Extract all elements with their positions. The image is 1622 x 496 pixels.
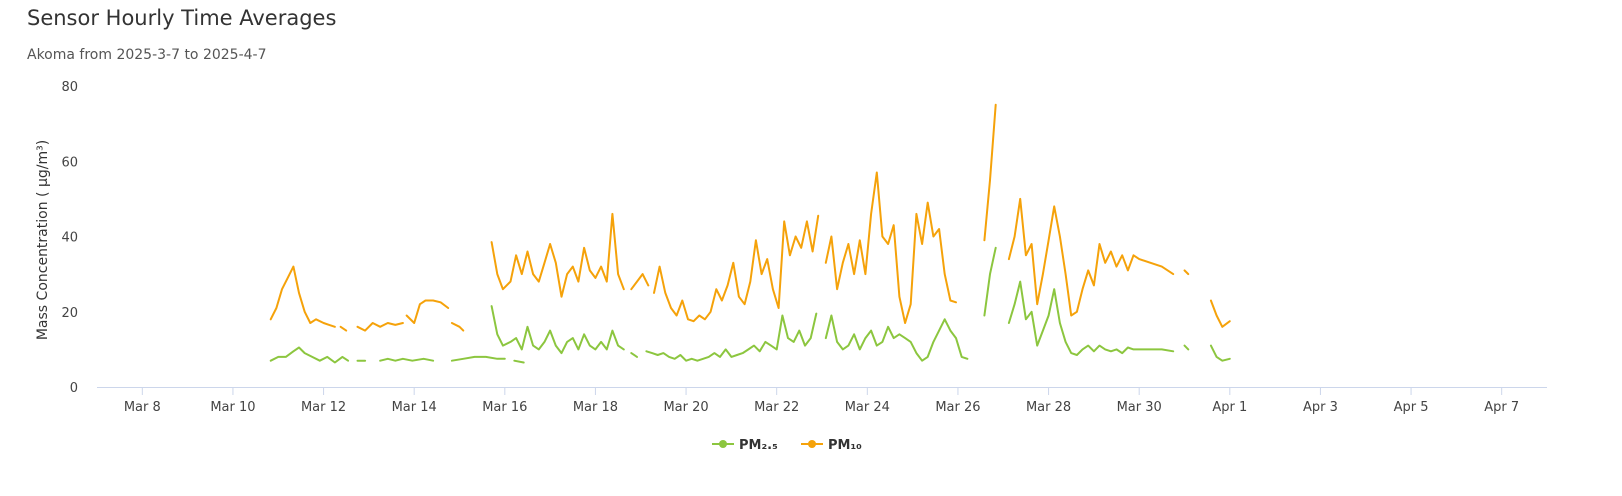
x-tick-label: Apr 3 bbox=[1303, 400, 1338, 415]
x-tick-label: Mar 26 bbox=[935, 400, 980, 415]
series-line-segment bbox=[269, 265, 336, 328]
series-line-segment bbox=[1209, 344, 1231, 362]
y-tick-label: 20 bbox=[61, 306, 78, 321]
x-tick-label: Mar 30 bbox=[1117, 400, 1162, 415]
series-line-segment bbox=[653, 214, 820, 323]
x-tick-label: Mar 24 bbox=[845, 400, 890, 415]
series-line-segment bbox=[1209, 299, 1231, 328]
series-line-segment bbox=[490, 212, 625, 298]
series-line-segment bbox=[450, 322, 465, 332]
series-line-segment bbox=[983, 103, 997, 242]
chart-subtitle: Akoma from 2025-3-7 to 2025-4-7 bbox=[27, 47, 267, 63]
x-ticks: Mar 8 Mar 10 Mar 12 Mar 14 Mar 16 Mar 18 Mar 2… bbox=[124, 387, 1519, 415]
series-line-segment bbox=[405, 299, 450, 324]
x-tick-label: Mar 28 bbox=[1026, 400, 1071, 415]
legend-item-pm10[interactable]: PM₁₀ bbox=[801, 438, 862, 453]
series-line-segment bbox=[356, 322, 404, 332]
series-layer bbox=[269, 103, 1231, 364]
series-pm10 bbox=[269, 103, 1231, 332]
x-tick-label: Mar 8 bbox=[124, 400, 161, 415]
x-tick-label: Mar 18 bbox=[573, 400, 618, 415]
x-tick-label: Mar 22 bbox=[754, 400, 799, 415]
series-line-segment bbox=[630, 352, 638, 358]
legend-label: PM₁₀ bbox=[828, 438, 862, 453]
legend: PM₂.₅ PM₁₀ bbox=[712, 438, 862, 453]
y-ticks: 0 20 40 60 80 bbox=[61, 80, 78, 396]
y-axis-label-group: Mass Concentration ( µg/m³) bbox=[35, 140, 51, 340]
series-line-segment bbox=[379, 357, 435, 362]
series-line-segment bbox=[513, 359, 525, 364]
y-tick-label: 60 bbox=[61, 155, 78, 170]
legend-marker bbox=[719, 440, 727, 448]
series-line-segment bbox=[983, 246, 997, 317]
x-tick-label: Mar 10 bbox=[210, 400, 255, 415]
legend-marker bbox=[808, 440, 816, 448]
chart-title: Sensor Hourly Time Averages bbox=[27, 6, 337, 30]
x-tick-label: Mar 16 bbox=[482, 400, 527, 415]
series-line-segment bbox=[1183, 344, 1190, 351]
y-tick-label: 80 bbox=[61, 80, 78, 95]
x-tick-label: Apr 5 bbox=[1394, 400, 1429, 415]
series-line-segment bbox=[269, 346, 350, 364]
x-tick-label: Apr 1 bbox=[1212, 400, 1247, 415]
x-tick-label: Mar 20 bbox=[663, 400, 708, 415]
series-line-segment bbox=[824, 171, 957, 324]
y-axis-label: Mass Concentration ( µg/m³) bbox=[35, 140, 51, 340]
legend-item-pm25[interactable]: PM₂.₅ bbox=[712, 438, 778, 453]
y-tick-label: 40 bbox=[61, 231, 78, 246]
series-line-segment bbox=[645, 312, 818, 362]
x-tick-label: Mar 12 bbox=[301, 400, 346, 415]
series-line-segment bbox=[490, 305, 625, 355]
x-tick-label: Apr 7 bbox=[1484, 400, 1519, 415]
y-tick-label: 0 bbox=[70, 381, 78, 396]
series-line-segment bbox=[630, 273, 650, 291]
series-line-segment bbox=[824, 314, 969, 362]
series-line-segment bbox=[1007, 280, 1175, 356]
legend-label: PM₂.₅ bbox=[739, 438, 778, 453]
series-pm25 bbox=[269, 246, 1231, 364]
x-tick-label: Mar 14 bbox=[392, 400, 437, 415]
series-line-segment bbox=[1183, 269, 1190, 276]
series-line-segment bbox=[339, 325, 348, 332]
series-line-segment bbox=[450, 355, 506, 362]
series-line-segment bbox=[1007, 197, 1175, 317]
